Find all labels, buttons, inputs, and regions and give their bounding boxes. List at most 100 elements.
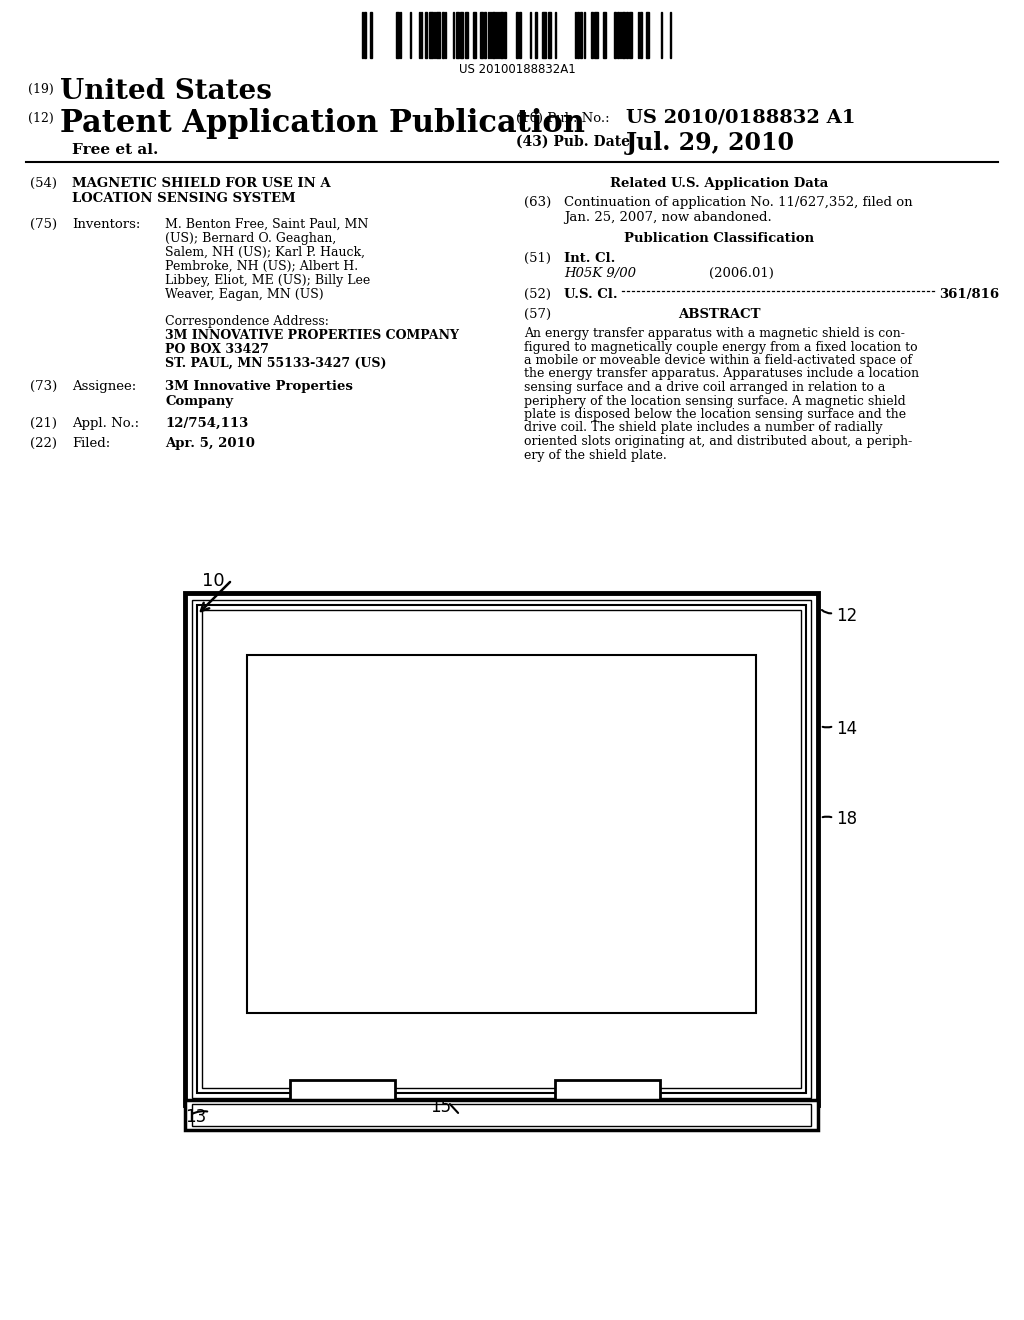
Text: MAGNETIC SHIELD FOR USE IN A: MAGNETIC SHIELD FOR USE IN A	[72, 177, 331, 190]
Text: Jan. 25, 2007, now abandoned.: Jan. 25, 2007, now abandoned.	[564, 211, 772, 224]
Text: 18: 18	[836, 810, 857, 828]
Text: (21): (21)	[30, 417, 57, 430]
Text: Jul. 29, 2010: Jul. 29, 2010	[626, 131, 795, 154]
Bar	[480, 12, 483, 58]
Text: (2006.01): (2006.01)	[709, 267, 774, 280]
Bar	[640, 12, 642, 58]
Text: 3M INNOVATIVE PROPERTIES COMPANY: 3M INNOVATIVE PROPERTIES COMPANY	[165, 329, 459, 342]
Text: the energy transfer apparatus. Apparatuses include a location: the energy transfer apparatus. Apparatus…	[524, 367, 920, 380]
Bar	[591, 12, 593, 58]
Text: (63): (63)	[524, 195, 551, 209]
Text: Related U.S. Application Data: Related U.S. Application Data	[610, 177, 828, 190]
Bar	[580, 12, 582, 58]
Text: drive coil. The shield plate includes a number of radially: drive coil. The shield plate includes a …	[524, 421, 883, 434]
Text: 10: 10	[202, 572, 224, 590]
Bar	[594, 12, 598, 58]
Bar	[185, 593, 818, 1105]
Bar	[185, 1100, 818, 1130]
Bar	[425, 12, 427, 58]
Bar	[614, 12, 616, 58]
Text: (22): (22)	[30, 437, 57, 450]
Bar	[436, 12, 440, 58]
Text: 14: 14	[836, 719, 857, 738]
Bar	[429, 12, 433, 58]
Bar	[193, 1104, 811, 1126]
Text: (12): (12)	[28, 112, 53, 125]
Text: Publication Classification: Publication Classification	[624, 232, 814, 246]
Text: (57): (57)	[524, 308, 551, 321]
Bar	[519, 12, 521, 58]
Bar	[396, 12, 399, 58]
Bar	[364, 12, 366, 58]
Text: H05K 9/00: H05K 9/00	[564, 267, 636, 280]
Text: M. Benton Free, Saint Paul, MN: M. Benton Free, Saint Paul, MN	[165, 218, 369, 231]
Text: 13: 13	[185, 1107, 206, 1126]
Text: An energy transfer apparatus with a magnetic shield is con-: An energy transfer apparatus with a magn…	[524, 327, 905, 341]
Bar	[535, 12, 537, 58]
Text: (43) Pub. Date:: (43) Pub. Date:	[516, 135, 635, 149]
Bar	[548, 12, 551, 58]
Text: Continuation of application No. 11/627,352, filed on: Continuation of application No. 11/627,3…	[564, 195, 912, 209]
Text: Weaver, Eagan, MN (US): Weaver, Eagan, MN (US)	[165, 288, 324, 301]
Text: US 20100188832A1: US 20100188832A1	[459, 63, 575, 77]
Text: 3M Innovative Properties: 3M Innovative Properties	[165, 380, 353, 393]
Bar	[646, 12, 649, 58]
Text: PO BOX 33427: PO BOX 33427	[165, 343, 269, 356]
Text: oriented slots originating at, and distributed about, a periph-: oriented slots originating at, and distr…	[524, 436, 912, 447]
Bar	[290, 1080, 395, 1110]
Text: Assignee:: Assignee:	[72, 380, 136, 393]
Text: Pembroke, NH (US); Albert H.: Pembroke, NH (US); Albert H.	[165, 260, 358, 273]
Text: United States: United States	[60, 78, 272, 106]
Text: (51): (51)	[524, 252, 551, 265]
Bar	[484, 12, 486, 58]
Text: figured to magnetically couple energy from a fixed location to: figured to magnetically couple energy fr…	[524, 341, 918, 354]
Text: plate is disposed below the location sensing surface and the: plate is disposed below the location sen…	[524, 408, 906, 421]
Text: (75): (75)	[30, 218, 57, 231]
Bar	[202, 610, 801, 1088]
Bar	[247, 655, 756, 1012]
Bar	[465, 12, 468, 58]
Bar	[460, 12, 463, 58]
Text: Correspondence Address:: Correspondence Address:	[165, 315, 329, 327]
Text: a mobile or moveable device within a field-activated space of: a mobile or moveable device within a fie…	[524, 354, 912, 367]
Text: 12: 12	[836, 607, 857, 624]
Text: periphery of the location sensing surface. A magnetic shield: periphery of the location sensing surfac…	[524, 395, 906, 408]
Bar	[197, 605, 806, 1093]
Text: Company: Company	[165, 395, 233, 408]
Text: 12/754,113: 12/754,113	[165, 417, 248, 430]
Text: Inventors:: Inventors:	[72, 218, 140, 231]
Bar	[442, 12, 444, 58]
Text: (52): (52)	[524, 288, 551, 301]
Text: Int. Cl.: Int. Cl.	[564, 252, 615, 265]
Bar	[622, 12, 625, 58]
Bar	[456, 12, 459, 58]
Bar	[492, 12, 495, 58]
Text: 15: 15	[430, 1098, 452, 1115]
Text: ST. PAUL, MN 55133-3427 (US): ST. PAUL, MN 55133-3427 (US)	[165, 356, 386, 370]
Bar	[504, 12, 506, 58]
Text: Appl. No.:: Appl. No.:	[72, 417, 139, 430]
Text: Filed:: Filed:	[72, 437, 111, 450]
Text: Free et al.: Free et al.	[72, 143, 159, 157]
Text: ery of the shield plate.: ery of the shield plate.	[524, 449, 667, 462]
Bar	[516, 12, 518, 58]
Bar	[193, 601, 811, 1098]
Bar	[617, 12, 618, 58]
Text: Patent Application Publication: Patent Application Publication	[60, 108, 585, 139]
Text: (19): (19)	[28, 83, 53, 96]
Text: Salem, NH (US); Karl P. Hauck,: Salem, NH (US); Karl P. Hauck,	[165, 246, 365, 259]
Bar	[577, 12, 579, 58]
Text: ABSTRACT: ABSTRACT	[678, 308, 760, 321]
Bar	[185, 593, 818, 1105]
Text: (73): (73)	[30, 380, 57, 393]
Text: sensing surface and a drive coil arranged in relation to a: sensing surface and a drive coil arrange…	[524, 381, 886, 393]
Text: (US); Bernard O. Geaghan,: (US); Bernard O. Geaghan,	[165, 232, 336, 246]
Bar	[370, 12, 372, 58]
Bar	[500, 12, 503, 58]
Bar	[629, 12, 632, 58]
Text: Apr. 5, 2010: Apr. 5, 2010	[165, 437, 255, 450]
Text: US 2010/0188832 A1: US 2010/0188832 A1	[626, 110, 855, 127]
Bar	[555, 1080, 660, 1110]
Text: U.S. Cl.: U.S. Cl.	[564, 288, 617, 301]
Text: Libbey, Eliot, ME (US); Billy Lee: Libbey, Eliot, ME (US); Billy Lee	[165, 275, 371, 286]
